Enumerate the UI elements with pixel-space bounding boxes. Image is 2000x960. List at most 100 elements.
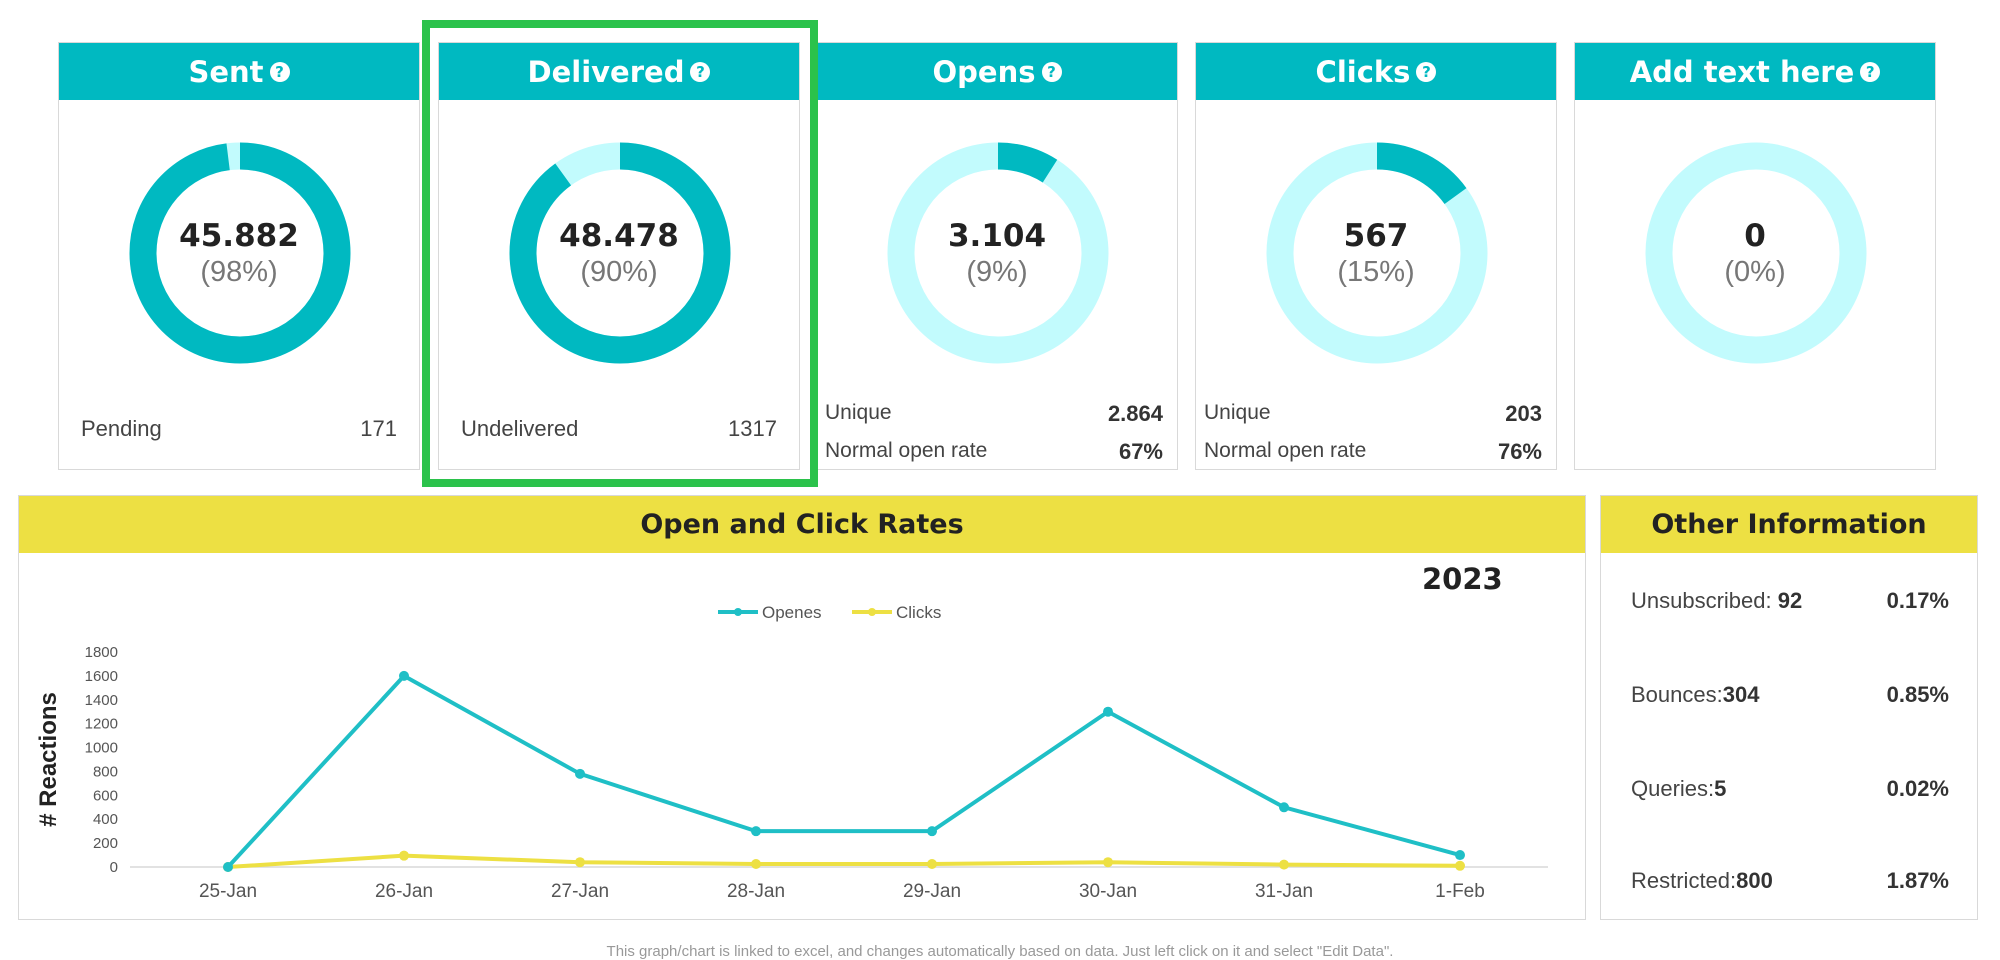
delivered-card-highlight xyxy=(422,20,818,487)
help-icon[interactable]: ? xyxy=(1860,61,1881,82)
stat-row: Unique 203 xyxy=(1204,401,1542,427)
data-point-openes xyxy=(1103,706,1113,717)
legend-marker xyxy=(868,608,876,616)
donut-center: 45.882 (98%) xyxy=(59,140,419,366)
data-point-clicks xyxy=(1103,857,1113,868)
help-icon[interactable]: ? xyxy=(1041,61,1062,82)
stat-value: 1317 xyxy=(728,416,777,441)
card-title-text: Delivered xyxy=(527,54,685,89)
x-tick-label: 29-Jan xyxy=(903,881,961,902)
legend-marker xyxy=(734,608,742,616)
y-tick-label: 200 xyxy=(93,835,118,852)
donut-center: 48.478 (90%) xyxy=(439,140,799,366)
other-info-count: 5 xyxy=(1714,776,1727,801)
donut-percent: (15%) xyxy=(1337,255,1415,288)
other-info-row: Unsubscribed: 92 0.17% xyxy=(1631,588,1949,614)
help-icon[interactable]: ? xyxy=(690,61,711,82)
card-title-text: Opens xyxy=(932,54,1036,89)
data-point-clicks xyxy=(1279,859,1289,870)
other-info-label: Bounces:304 xyxy=(1631,682,1760,707)
stat-label: Normal open rate xyxy=(1204,439,1367,462)
card-title: Add text here ? xyxy=(1575,43,1935,100)
other-info-percent: 0.85% xyxy=(1886,682,1949,707)
data-point-openes xyxy=(399,670,409,681)
stat-row: Normal open rate 76% xyxy=(1204,439,1542,465)
donut-chart xyxy=(1645,142,1867,364)
donut-track xyxy=(1645,142,1867,364)
donut-center: 3.104 (9%) xyxy=(817,140,1177,366)
stat-value: 76% xyxy=(1497,439,1542,464)
open-click-rates-panel: Open and Click Rates xyxy=(18,495,1586,920)
x-tick-label: 27-Jan xyxy=(551,881,609,902)
stat-label: Unique xyxy=(1204,401,1271,424)
other-info-count: 304 xyxy=(1722,682,1760,707)
donut-chart xyxy=(887,142,1109,364)
data-point-clicks xyxy=(575,857,585,868)
data-point-openes xyxy=(223,862,233,872)
donut-value: 45.882 xyxy=(179,217,299,254)
legend-label: Clicks xyxy=(896,603,941,622)
series-line-clicks xyxy=(227,853,1461,869)
stat-value: 67% xyxy=(1118,439,1163,464)
card-sent: Sent ? 45.882 (98%) Pending 171 xyxy=(58,42,420,470)
card-title: Sent ? xyxy=(59,43,419,100)
other-info-count: 92 xyxy=(1777,588,1803,613)
other-info-row: Restricted:800 1.87% xyxy=(1631,868,1949,894)
donut-value: 48.478 xyxy=(559,217,679,254)
card-clicks: Clicks ? 567 (15%) Unique 203 Normal open… xyxy=(1195,42,1557,470)
y-tick-label: 1200 xyxy=(85,716,118,733)
card-title: Clicks ? xyxy=(1196,43,1556,100)
donut-fill xyxy=(509,142,731,364)
other-info-label: Unsubscribed: 92 xyxy=(1631,588,1803,613)
help-icon[interactable]: ? xyxy=(269,61,290,82)
other-info-percent: 0.02% xyxy=(1886,776,1949,801)
other-info-row: Bounces:304 0.85% xyxy=(1631,682,1949,708)
chart-year: 2023 xyxy=(1422,562,1503,596)
footnote: This graph/chart is linked to excel, and… xyxy=(606,943,1394,960)
other-info-label: Queries:5 xyxy=(1631,776,1727,801)
card-title-text: Add text here xyxy=(1629,54,1855,89)
data-point-openes xyxy=(1455,850,1465,861)
stat-value: 171 xyxy=(360,416,397,441)
other-info-count: 800 xyxy=(1736,868,1773,893)
data-point-openes xyxy=(927,826,937,837)
stat-label: Unique xyxy=(825,401,892,424)
y-tick-label: 1400 xyxy=(85,692,118,709)
stat-value: 2.864 xyxy=(1107,401,1163,426)
x-tick-label: 28-Jan xyxy=(727,881,785,902)
data-point-openes xyxy=(1279,802,1289,813)
card-title: Delivered ? xyxy=(439,43,799,100)
other-information-panel: Other Information Unsubscribed: 92 0.17%… xyxy=(1600,495,1978,920)
donut-fill xyxy=(129,142,351,364)
other-info-percent: 0.17% xyxy=(1886,588,1949,613)
data-point-clicks xyxy=(751,859,761,870)
help-icon[interactable]: ? xyxy=(1416,61,1437,82)
y-tick-label: 1000 xyxy=(85,740,118,757)
other-information-title: Other Information xyxy=(1601,496,1977,553)
data-point-openes xyxy=(751,826,761,837)
data-point-clicks xyxy=(399,850,409,861)
stat-row: Unique 2.864 xyxy=(825,401,1163,427)
y-tick-label: 400 xyxy=(93,811,118,828)
stat-label: Pending xyxy=(81,416,162,441)
donut-percent: (98%) xyxy=(200,255,278,288)
donut-percent: (0%) xyxy=(1724,255,1786,288)
donut-center: 567 (15%) xyxy=(1196,140,1556,366)
stat-label: Normal open rate xyxy=(825,439,988,462)
x-tick-label: 1-Feb xyxy=(1435,881,1485,902)
y-axis-label: # Reactions xyxy=(35,692,62,827)
donut-chart xyxy=(509,142,731,364)
data-point-openes xyxy=(575,768,585,779)
donut-value: 3.104 xyxy=(947,217,1047,254)
donut-fill xyxy=(1266,142,1488,364)
donut-percent: (90%) xyxy=(580,255,658,288)
donut-center: 0 (0%) xyxy=(1575,140,1935,366)
card-delivered: Delivered ? 48.478 (90%) Undelivered 131… xyxy=(438,42,800,470)
y-tick-label: 600 xyxy=(93,787,118,804)
stat-row: Undelivered 1317 xyxy=(461,416,777,442)
card-title-text: Clicks xyxy=(1315,54,1411,89)
open-click-line-chart[interactable]: # Reactions 0 200 400 600 800 1000 1200 1400 1600… xyxy=(18,552,1586,920)
donut-chart xyxy=(129,142,351,364)
open-click-rates-title: Open and Click Rates xyxy=(19,496,1585,553)
other-info-label: Restricted:800 xyxy=(1631,868,1773,893)
